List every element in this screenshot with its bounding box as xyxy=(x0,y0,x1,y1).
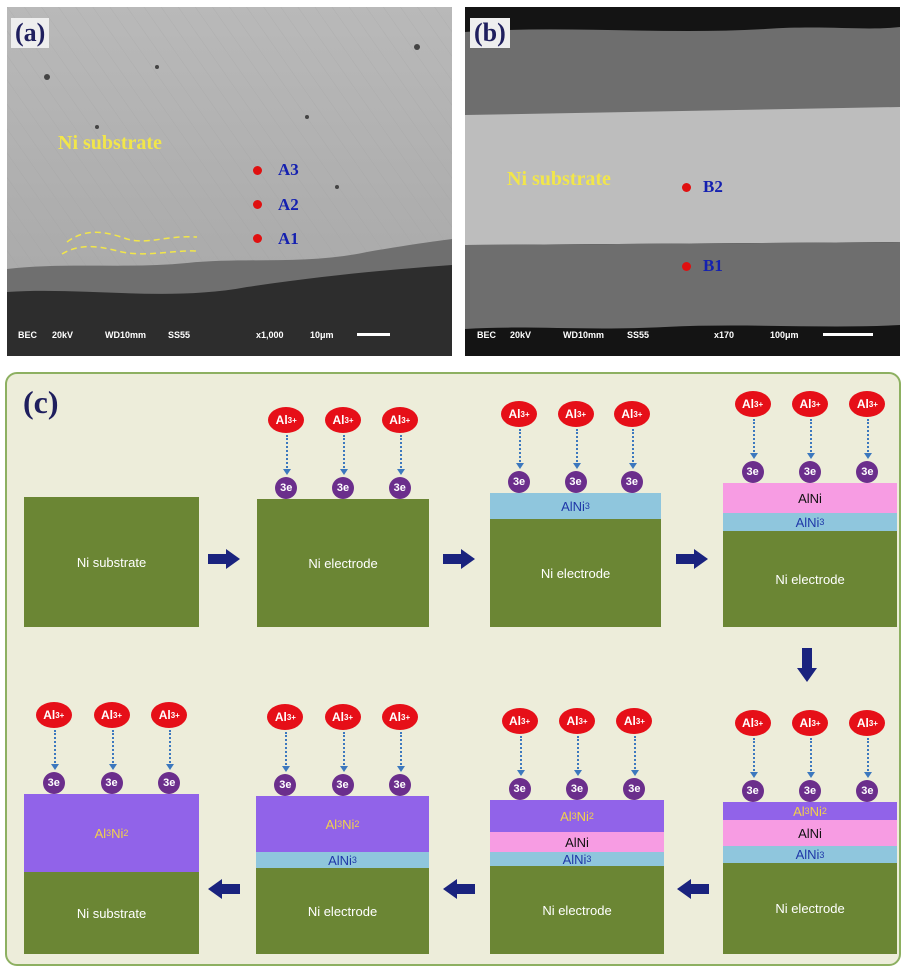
panel-a-info-scale: 10μm xyxy=(310,330,334,340)
panel-a-scale-bar xyxy=(357,333,390,336)
point-a2-label: A2 xyxy=(278,195,299,214)
panel-b-info-mag: x170 xyxy=(714,330,735,340)
point-a2-marker xyxy=(253,200,262,209)
point-a3-marker xyxy=(253,166,262,175)
point-b1-marker xyxy=(682,262,691,271)
panel-b-info-mode: BEC xyxy=(477,330,497,340)
panel-a-info-kv: 20kV xyxy=(52,330,74,340)
panel-a-info-ss: SS55 xyxy=(168,330,191,340)
panel-b-scale-bar xyxy=(823,333,873,336)
sem-image-b-graphic xyxy=(465,7,900,356)
sem-image-b xyxy=(465,7,900,356)
panel-b-info-scale: 100μm xyxy=(770,330,799,340)
panel-a-substrate-text: Ni substrate xyxy=(58,132,162,154)
panel-a-info-wd: WD10mm xyxy=(105,330,147,340)
point-b2-label: B2 xyxy=(703,177,723,196)
point-a1-label: A1 xyxy=(278,229,299,248)
panel-a-info-mag: x1,000 xyxy=(256,330,284,340)
point-a3-label: A3 xyxy=(278,160,299,179)
panel-b-info-kv: 20kV xyxy=(510,330,532,340)
panel-b-info-ss: SS55 xyxy=(627,330,650,340)
panel-c-label: (c) xyxy=(23,384,59,420)
sem-image-a xyxy=(7,7,452,356)
point-a1-marker xyxy=(253,234,262,243)
point-b2-marker xyxy=(682,183,691,192)
panel-b-label: (b) xyxy=(470,18,510,48)
point-b1-label: B1 xyxy=(703,256,723,275)
sem-image-a-graphic xyxy=(7,7,452,356)
process-schematic: (c) xyxy=(5,372,901,966)
panel-a-label: (a) xyxy=(11,18,50,48)
panel-b-substrate-text: Ni substrate xyxy=(507,168,611,190)
panel-a-info-mode: BEC xyxy=(18,330,38,340)
panel-b-info-wd: WD10mm xyxy=(563,330,605,340)
